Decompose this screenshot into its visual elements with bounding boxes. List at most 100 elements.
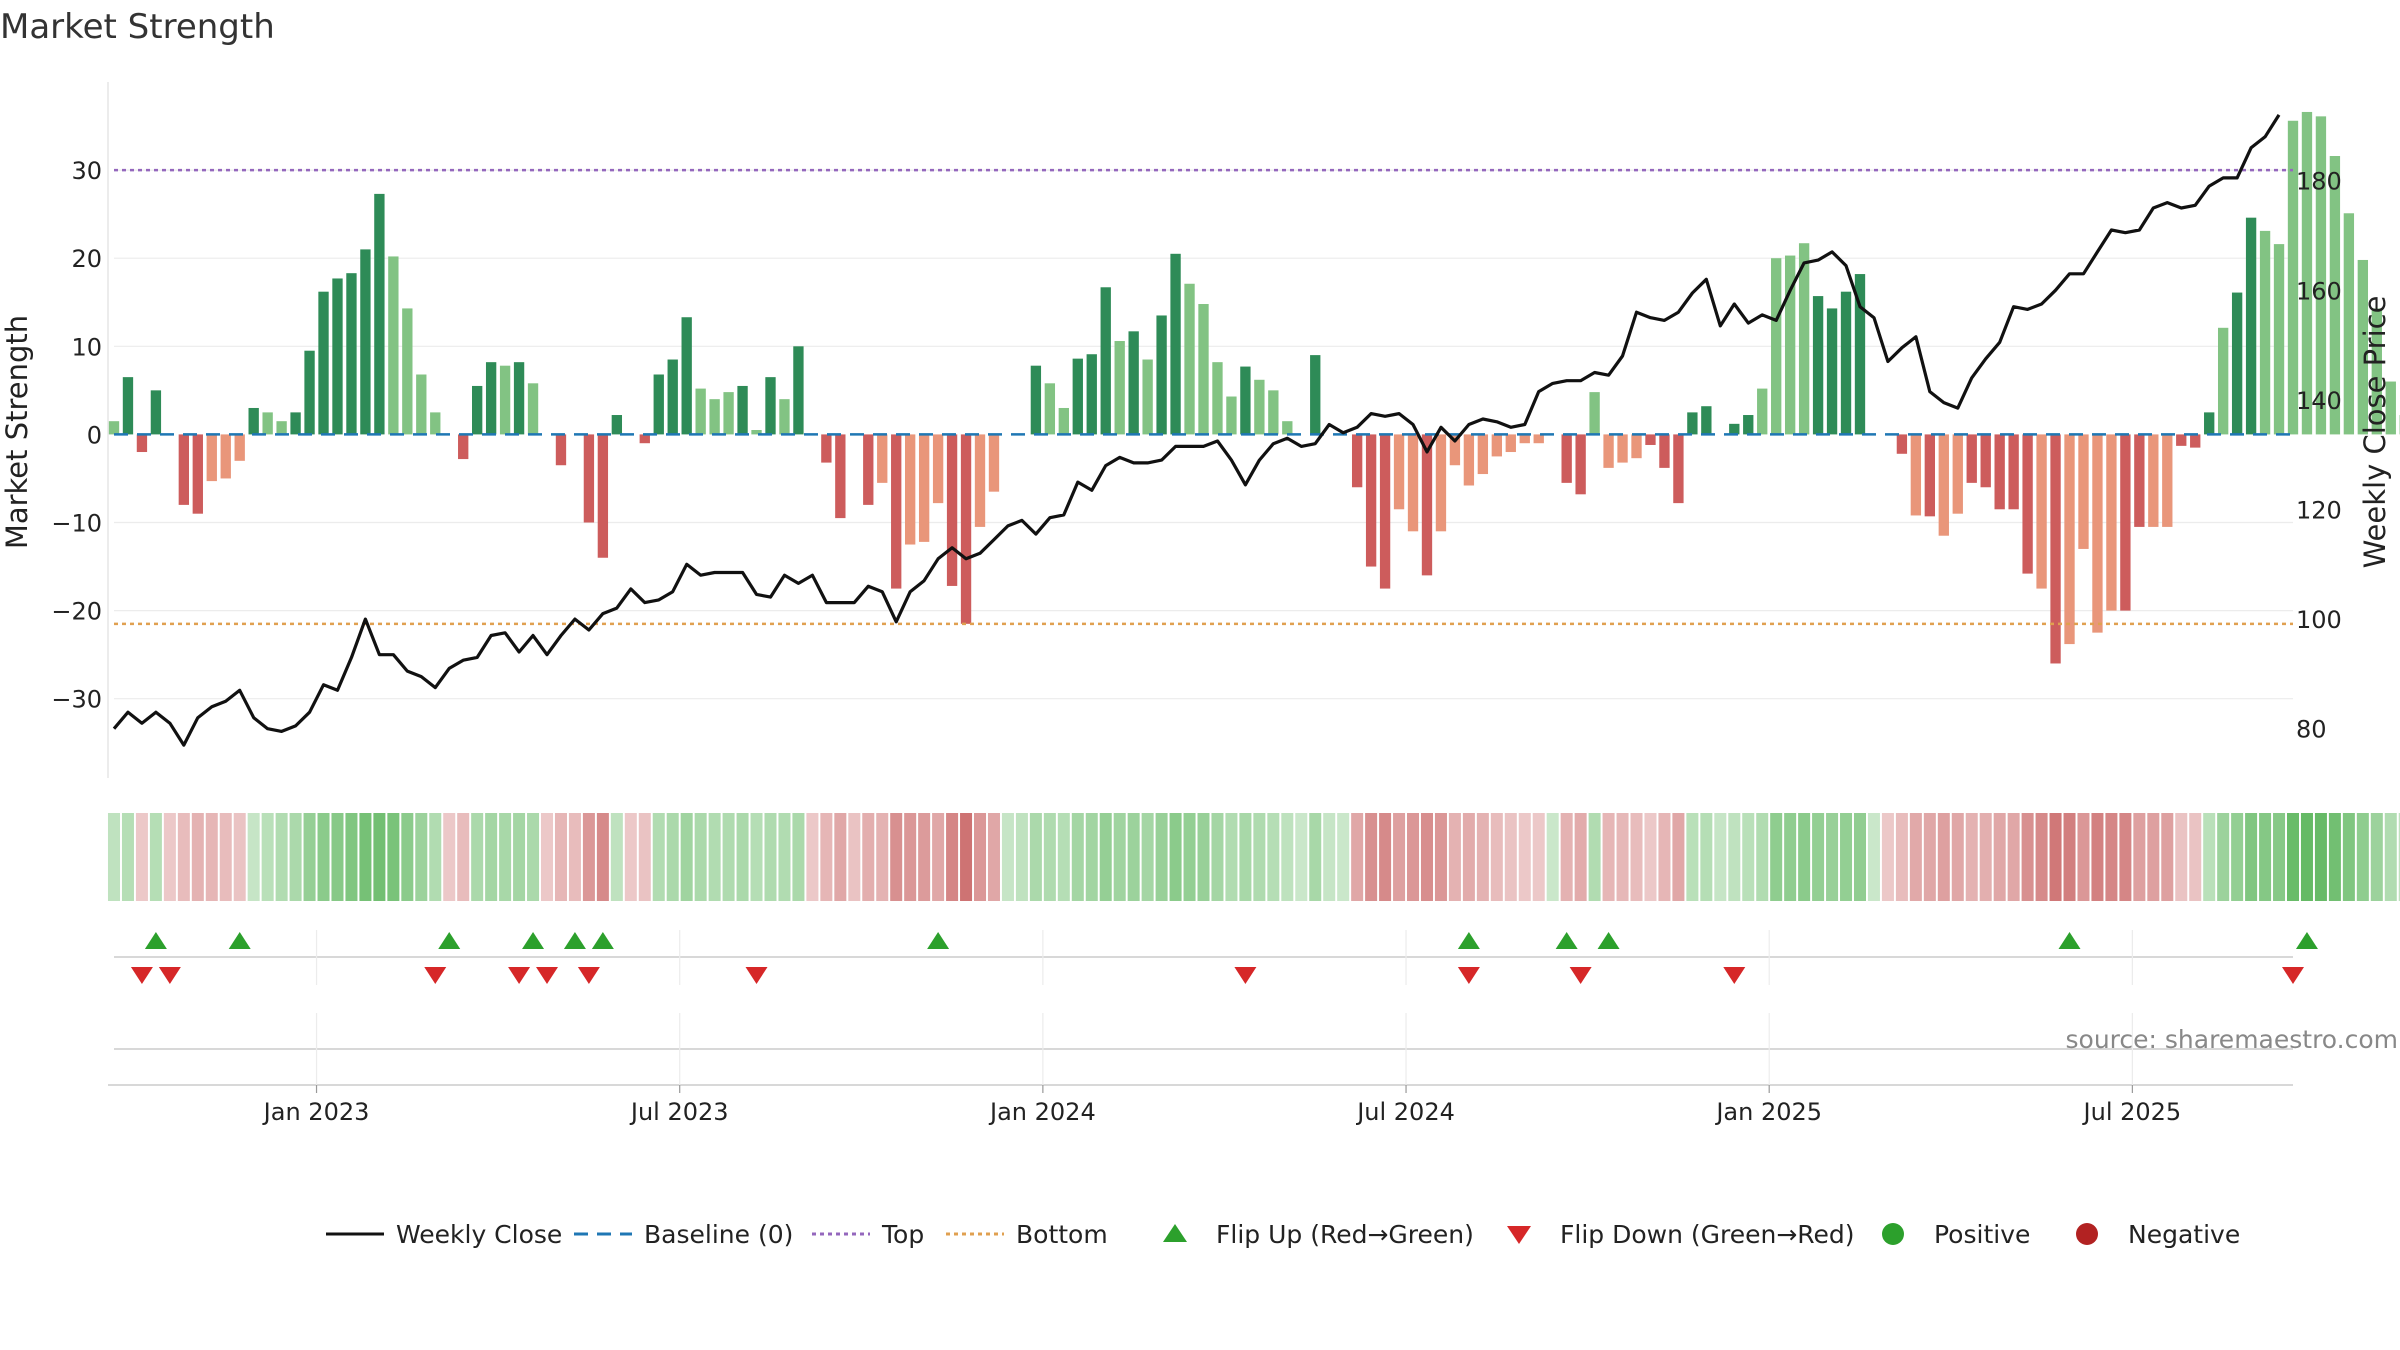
strength-bar — [1812, 296, 1824, 435]
strength-bar — [905, 434, 916, 545]
heat-cell — [554, 813, 567, 901]
heat-cell — [2175, 813, 2188, 901]
flip-panel — [114, 930, 2318, 985]
strength-bar — [1365, 434, 1377, 567]
left-tick-label: 10 — [71, 333, 102, 361]
left-tick-label: 30 — [71, 157, 102, 185]
heat-cell — [1239, 813, 1252, 901]
strength-bar — [1938, 434, 1949, 536]
strength-bar — [1142, 359, 1153, 435]
heat-cell — [2119, 813, 2132, 901]
legend-label: Flip Up (Red→Green) — [1216, 1220, 1474, 1249]
strength-bar — [611, 415, 623, 435]
heat-cell — [2021, 813, 2034, 901]
strength-bar — [2217, 327, 2229, 435]
flip-up-marker — [522, 932, 545, 949]
heat-cell — [2091, 813, 2104, 901]
strength-bar — [1030, 365, 1042, 435]
heat-cell — [107, 813, 121, 901]
heat-cell — [191, 813, 204, 901]
right-tick-label: 160 — [2296, 277, 2342, 305]
heat-cell — [1770, 813, 1783, 901]
heat-cell — [1574, 813, 1587, 901]
strength-bar — [471, 385, 483, 435]
heat-cell — [2384, 813, 2397, 901]
heat-cell — [1253, 813, 1266, 901]
heat-cell — [1141, 813, 1154, 901]
strength-bar — [458, 434, 469, 460]
strength-bar — [346, 273, 357, 435]
flip-up-marker — [927, 932, 950, 949]
strength-bar — [1840, 291, 1852, 435]
heat-cell — [1812, 813, 1825, 901]
strength-bar — [639, 434, 650, 444]
heat-cell — [750, 813, 763, 901]
strength-bar — [974, 434, 986, 527]
strength-bar — [1896, 434, 1908, 454]
heat-cell — [233, 813, 246, 901]
strength-bar — [821, 434, 832, 463]
heat-cell — [1728, 813, 1741, 901]
heat-cell — [1951, 813, 1964, 901]
legend-label: Flip Down (Green→Red) — [1560, 1220, 1855, 1249]
heat-cell — [1532, 813, 1545, 901]
strength-bar — [1072, 358, 1083, 435]
strength-bar — [2050, 434, 2061, 664]
heat-cell — [1672, 813, 1685, 901]
heat-cell — [1365, 813, 1378, 901]
strength-bar — [1980, 434, 1991, 488]
heat-cell — [485, 813, 498, 901]
strength-bar — [1631, 434, 1642, 459]
x-tick-label: Jan 2025 — [1714, 1098, 1822, 1126]
strength-bar — [2078, 434, 2089, 549]
strength-bar — [1393, 434, 1405, 510]
heat-cell — [2273, 813, 2286, 901]
flip-up-marker — [1457, 932, 1480, 949]
heat-cell — [1979, 813, 1992, 901]
source-label: source: sharemaestro.com — [2066, 1025, 2399, 1054]
strength-bar — [276, 421, 287, 435]
heat-cell — [177, 813, 190, 901]
strength-bar — [1743, 415, 1754, 435]
bottom-panel: Jan 2023 Jul 2023 Jan 2024 Jul 2024 Jan 2025… — [108, 1013, 2398, 1126]
legend-swatch — [2076, 1223, 2098, 1245]
strength-bar — [1924, 434, 1936, 517]
strength-bar — [1659, 434, 1670, 468]
heat-cell — [1462, 813, 1475, 901]
legend-label: Positive — [1934, 1220, 2030, 1249]
strength-bar — [653, 374, 664, 435]
heat-cell — [1714, 813, 1727, 901]
flip-up-marker — [228, 932, 251, 949]
heat-cell — [401, 813, 414, 901]
heat-cell — [1211, 813, 1224, 901]
strength-bar — [597, 434, 609, 558]
strength-bar — [1477, 434, 1489, 475]
strength-bar — [1449, 434, 1461, 466]
legend-swatch — [1163, 1224, 1187, 1242]
strength-bar — [234, 434, 245, 461]
heat-cell — [1420, 813, 1433, 901]
heat-cell — [596, 813, 609, 901]
strength-bar — [1254, 379, 1265, 435]
strength-bar — [1784, 255, 1796, 435]
strength-bar — [1645, 434, 1656, 445]
heat-cell — [1029, 813, 1042, 901]
heat-cell — [457, 813, 470, 901]
flip-down-marker — [1234, 967, 1257, 984]
heat-cell — [471, 813, 484, 901]
heat-cell — [1560, 813, 1573, 901]
strength-bar — [513, 362, 525, 435]
strength-bar — [527, 383, 539, 435]
strength-bar — [499, 365, 511, 435]
heat-cell — [987, 813, 1000, 901]
heat-cell — [1867, 813, 1880, 901]
heat-cell — [415, 813, 428, 901]
left-axis-ticks: 30 20 10 0 −10 −20 −30 — [51, 157, 102, 714]
heat-cell — [1015, 813, 1028, 901]
strength-bar — [1114, 341, 1125, 435]
flip-up-marker — [591, 932, 614, 949]
heat-cell — [1588, 813, 1601, 901]
strength-bar — [1687, 412, 1698, 435]
heat-cell — [1658, 813, 1671, 901]
strength-bar — [779, 399, 790, 435]
